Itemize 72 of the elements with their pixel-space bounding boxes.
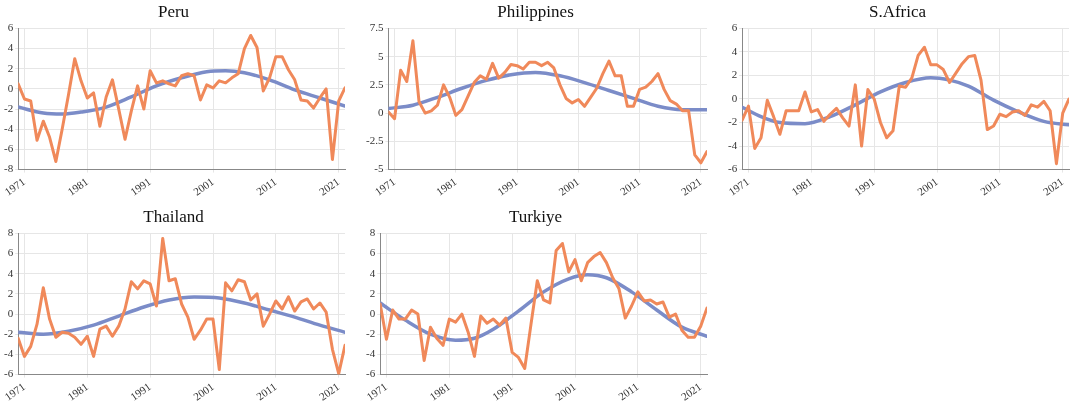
y-tick-label: 7.5 xyxy=(369,21,384,34)
y-tick-label: 0 xyxy=(731,91,738,104)
chart-title: Thailand xyxy=(143,206,205,226)
y-tick-label: 0 xyxy=(7,81,14,94)
x-tick-label: 2001 xyxy=(556,175,582,198)
y-tick-label: -2 xyxy=(365,327,376,340)
y-tick-label: -2 xyxy=(3,101,14,114)
x-tick-label: 2011 xyxy=(254,380,279,403)
chart-title: Peru xyxy=(157,1,190,21)
x-tick-label: 2011 xyxy=(254,175,279,198)
x-tick-label: 1971 xyxy=(2,380,28,403)
y-tick-label: -6 xyxy=(365,367,376,380)
y-tick-label: 2 xyxy=(731,68,738,81)
y-tick-label: 6 xyxy=(369,246,376,259)
y-tick-label: -6 xyxy=(3,367,14,380)
chart-title: S.Africa xyxy=(868,1,927,21)
y-tick-label: 6 xyxy=(7,246,14,259)
x-tick-label: 1991 xyxy=(128,380,153,403)
y-tick-label: 5 xyxy=(377,49,384,62)
x-tick-label: 1981 xyxy=(65,175,91,198)
x-tick-label: 1981 xyxy=(427,380,453,403)
x-tick-label: 2021 xyxy=(678,175,704,198)
y-tick-label: 8 xyxy=(7,226,14,239)
x-tick-label: 2001 xyxy=(914,175,940,198)
y-tick-label: 8 xyxy=(369,226,376,239)
y-tick-label: 0 xyxy=(377,105,384,118)
x-tick-label: 2021 xyxy=(316,175,342,198)
y-tick-label: 4 xyxy=(7,41,14,54)
y-tick-label: 0 xyxy=(7,306,14,319)
y-tick-label: 6 xyxy=(7,21,14,34)
y-tick-label: -5 xyxy=(374,162,384,175)
x-tick-label: 2001 xyxy=(552,380,578,403)
x-tick-label: 2011 xyxy=(617,175,643,198)
y-tick-label: -4 xyxy=(3,122,14,135)
x-tick-label: 2021 xyxy=(678,380,704,403)
y-tick-label: 0 xyxy=(369,306,376,319)
x-tick-label: 2001 xyxy=(190,175,216,198)
x-tick-label: 2021 xyxy=(316,380,342,403)
y-tick-label: 2.5 xyxy=(369,77,384,90)
y-tick-label: 2 xyxy=(369,286,376,299)
y-tick-label: -4 xyxy=(3,347,14,360)
y-tick-label: -2 xyxy=(3,327,14,340)
x-tick-label: 1981 xyxy=(433,175,459,198)
x-tick-label: 1991 xyxy=(495,175,520,198)
y-tick-label: -8 xyxy=(3,162,14,175)
x-tick-label: 2011 xyxy=(978,175,1003,198)
x-tick-label: 1981 xyxy=(65,380,91,403)
y-tick-label: 4 xyxy=(369,266,376,279)
x-tick-label: 1971 xyxy=(2,175,28,198)
y-tick-label: -4 xyxy=(365,347,376,360)
y-tick-label: -6 xyxy=(727,162,738,175)
chart-title: Turkiye xyxy=(508,206,563,226)
y-tick-label: 4 xyxy=(731,44,738,57)
y-tick-label: 2 xyxy=(7,61,14,74)
x-tick-label: 1971 xyxy=(726,175,752,198)
y-tick-label: -2 xyxy=(727,115,738,128)
x-tick-label: 1991 xyxy=(852,175,877,198)
y-tick-label: 2 xyxy=(7,286,14,299)
x-tick-label: 1971 xyxy=(364,380,390,403)
x-tick-label: 2001 xyxy=(190,380,216,403)
y-tick-label: 4 xyxy=(7,266,14,279)
y-tick-label: -6 xyxy=(3,142,14,155)
x-tick-label: 2011 xyxy=(616,380,641,403)
x-tick-label: 1991 xyxy=(490,380,515,403)
y-tick-label: 6 xyxy=(731,21,738,34)
y-tick-label: -4 xyxy=(727,138,738,151)
x-tick-label: 1981 xyxy=(789,175,815,198)
x-tick-label: 1991 xyxy=(128,175,153,198)
y-tick-label: -2.5 xyxy=(365,134,384,147)
x-tick-label: 1971 xyxy=(372,175,398,198)
chart-title: Philippines xyxy=(497,1,574,21)
x-tick-label: 2021 xyxy=(1040,175,1066,198)
